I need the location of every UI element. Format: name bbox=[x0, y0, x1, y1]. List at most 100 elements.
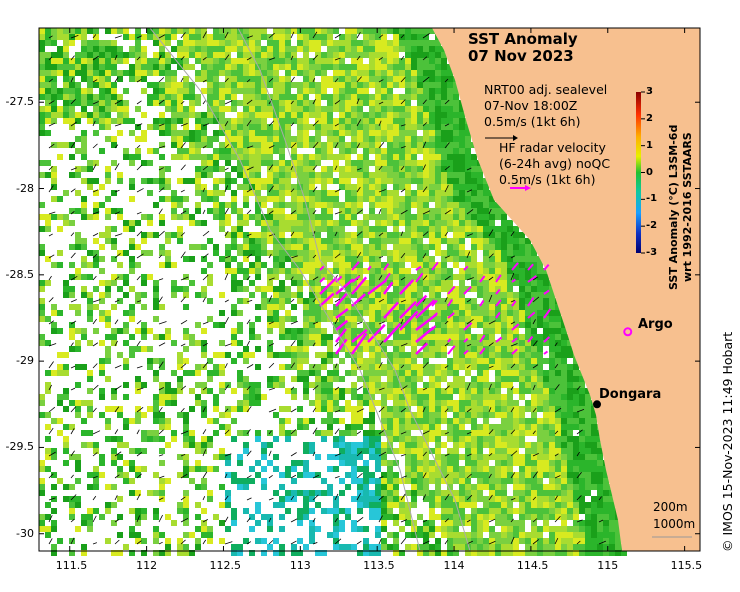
sst-pixel bbox=[435, 424, 441, 430]
sst-pixel bbox=[345, 64, 351, 70]
sst-pixel bbox=[537, 370, 543, 376]
sst-pixel bbox=[399, 424, 405, 430]
sst-pixel bbox=[279, 382, 285, 388]
sst-pixel bbox=[165, 178, 171, 184]
sst-pixel bbox=[303, 124, 309, 130]
sst-pixel bbox=[429, 220, 435, 226]
sst-pixel bbox=[171, 430, 177, 436]
sst-pixel bbox=[483, 412, 489, 418]
sst-pixel bbox=[375, 436, 381, 442]
sst-pixel bbox=[453, 520, 459, 526]
sst-pixel bbox=[249, 100, 255, 106]
sst-pixel bbox=[303, 448, 309, 454]
sst-pixel bbox=[537, 448, 543, 454]
sst-pixel bbox=[303, 322, 309, 328]
sst-pixel bbox=[51, 328, 57, 334]
sst-pixel bbox=[513, 520, 519, 526]
sst-pixel bbox=[183, 148, 189, 154]
sst-pixel bbox=[279, 160, 285, 166]
sst-pixel bbox=[369, 100, 375, 106]
sst-pixel bbox=[411, 478, 417, 484]
sst-pixel bbox=[195, 448, 201, 454]
sst-pixel bbox=[51, 184, 57, 190]
sst-pixel bbox=[405, 64, 411, 70]
sst-pixel bbox=[417, 340, 423, 346]
sst-pixel bbox=[369, 550, 375, 556]
sst-pixel bbox=[405, 514, 411, 520]
sst-pixel bbox=[489, 430, 495, 436]
sst-pixel bbox=[429, 88, 435, 94]
sst-pixel bbox=[393, 82, 399, 88]
sst-pixel bbox=[183, 358, 189, 364]
sst-pixel bbox=[411, 310, 417, 316]
sst-pixel bbox=[483, 382, 489, 388]
sst-pixel bbox=[285, 34, 291, 40]
sst-pixel bbox=[459, 154, 465, 160]
sst-pixel bbox=[261, 82, 267, 88]
sst-pixel bbox=[459, 148, 465, 154]
sst-pixel bbox=[345, 82, 351, 88]
sst-pixel bbox=[591, 472, 597, 478]
sst-pixel bbox=[87, 160, 93, 166]
sst-pixel bbox=[153, 118, 159, 124]
sst-pixel bbox=[525, 484, 531, 490]
sst-pixel bbox=[453, 328, 459, 334]
sst-pixel bbox=[285, 28, 291, 34]
sst-pixel bbox=[471, 430, 477, 436]
sst-pixel bbox=[543, 442, 549, 448]
sst-pixel bbox=[303, 76, 309, 82]
sst-pixel bbox=[567, 454, 573, 460]
sst-pixel bbox=[231, 178, 237, 184]
sst-pixel bbox=[225, 256, 231, 262]
sst-pixel bbox=[261, 232, 267, 238]
sst-pixel bbox=[447, 196, 453, 202]
sst-pixel bbox=[279, 250, 285, 256]
sst-pixel bbox=[231, 508, 237, 514]
sst-pixel bbox=[429, 262, 435, 268]
sst-pixel bbox=[435, 400, 441, 406]
sst-pixel bbox=[555, 508, 561, 514]
sst-pixel bbox=[417, 550, 423, 556]
sst-pixel bbox=[483, 340, 489, 346]
sst-pixel bbox=[189, 142, 195, 148]
sst-pixel bbox=[435, 100, 441, 106]
sst-pixel bbox=[495, 280, 501, 286]
sst-pixel bbox=[441, 274, 447, 280]
sst-pixel bbox=[111, 274, 117, 280]
sst-pixel bbox=[435, 70, 441, 76]
sst-pixel bbox=[345, 88, 351, 94]
sst-pixel bbox=[45, 106, 51, 112]
sst-pixel bbox=[81, 208, 87, 214]
sst-pixel bbox=[285, 106, 291, 112]
sst-pixel bbox=[201, 268, 207, 274]
sst-pixel bbox=[159, 412, 165, 418]
sst-pixel bbox=[345, 100, 351, 106]
sst-pixel bbox=[351, 142, 357, 148]
sst-pixel bbox=[339, 340, 345, 346]
sst-pixel bbox=[387, 406, 393, 412]
sst-pixel bbox=[387, 262, 393, 268]
sst-pixel bbox=[471, 262, 477, 268]
sst-pixel bbox=[285, 364, 291, 370]
sst-pixel bbox=[381, 76, 387, 82]
sst-pixel bbox=[453, 358, 459, 364]
sst-pixel bbox=[441, 454, 447, 460]
sst-pixel bbox=[249, 76, 255, 82]
sst-pixel bbox=[381, 46, 387, 52]
sst-pixel bbox=[225, 130, 231, 136]
sst-pixel bbox=[351, 472, 357, 478]
sst-pixel bbox=[429, 82, 435, 88]
sst-pixel bbox=[117, 472, 123, 478]
sst-pixel bbox=[555, 394, 561, 400]
sst-pixel bbox=[111, 82, 117, 88]
sst-pixel bbox=[555, 316, 561, 322]
sst-pixel bbox=[183, 304, 189, 310]
sst-pixel bbox=[303, 208, 309, 214]
sst-pixel bbox=[201, 388, 207, 394]
sst-pixel bbox=[267, 526, 273, 532]
sst-pixel bbox=[315, 244, 321, 250]
sst-pixel bbox=[273, 274, 279, 280]
sst-pixel bbox=[345, 346, 351, 352]
sst-pixel bbox=[489, 526, 495, 532]
sst-pixel bbox=[363, 436, 369, 442]
